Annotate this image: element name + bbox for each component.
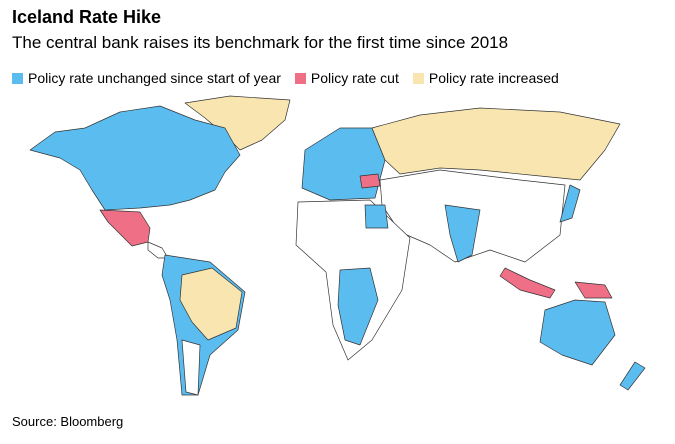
legend-item: Policy rate unchanged since start of yea… [12,70,281,86]
greenland [184,95,291,151]
indonesia [499,267,556,299]
australia [539,299,616,366]
egypt [364,204,389,229]
legend-label: Policy rate cut [310,70,399,86]
legend-item: Policy rate increased [412,70,559,86]
japan [559,184,581,223]
central-america [147,241,169,259]
legend-swatch [12,72,23,84]
legend: Policy rate unchanged since start of yea… [12,70,559,86]
legend-swatch [412,72,424,84]
new-zealand [619,361,646,391]
india [444,204,481,263]
title: Iceland Rate Hike [12,7,162,27]
legend-item: Policy rate cut [294,70,399,86]
mexico [99,209,151,247]
brazil [179,267,243,341]
legend-swatch [294,72,306,84]
source: Source: Bloomberg [12,414,124,429]
south-america-white [181,339,201,396]
europe [301,127,386,201]
legend-label: Policy rate unchanged since start of yea… [28,70,281,86]
world-map [29,95,646,396]
legend-label: Policy rate increased [428,70,559,86]
indonesia-east [574,281,613,299]
russia [371,107,621,181]
subtitle: The central bank raises its benchmark fo… [12,33,509,52]
romania [359,173,381,189]
africa-blue [337,267,379,346]
north-america [29,105,241,211]
